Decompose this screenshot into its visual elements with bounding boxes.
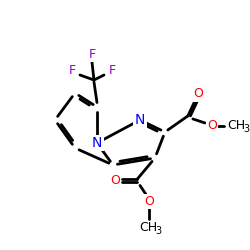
- Text: N: N: [135, 113, 145, 127]
- Text: 3: 3: [155, 226, 161, 236]
- Text: N: N: [92, 136, 102, 150]
- Text: F: F: [108, 64, 116, 76]
- Text: O: O: [110, 174, 120, 187]
- Text: 3: 3: [243, 124, 249, 134]
- Text: O: O: [207, 120, 217, 132]
- Text: O: O: [193, 88, 203, 101]
- Text: F: F: [68, 64, 75, 76]
- Text: O: O: [144, 195, 154, 208]
- Text: CH: CH: [139, 221, 157, 234]
- Text: CH: CH: [227, 120, 245, 132]
- Text: F: F: [88, 48, 96, 60]
